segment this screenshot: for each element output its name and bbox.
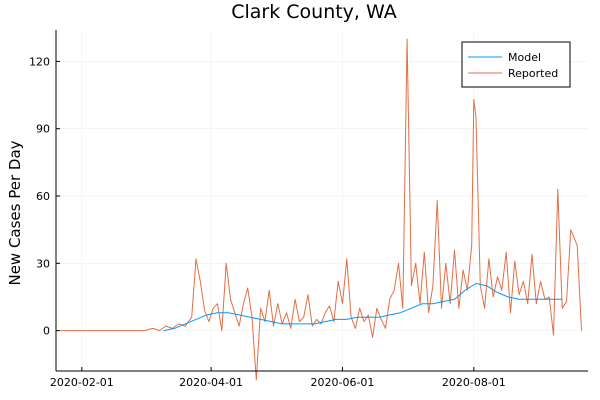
legend-box	[461, 41, 571, 88]
y-tick-label: 60	[36, 190, 50, 203]
series-line-model	[163, 283, 563, 332]
grid	[56, 30, 588, 371]
legend-label-reported: Reported	[508, 67, 558, 80]
y-axis-label: New Cases Per Day	[6, 140, 24, 285]
legend-label-model: Model	[508, 51, 541, 64]
series-line-reported	[60, 38, 582, 381]
x-tick-label: 2020-04-01	[179, 376, 243, 389]
x-tick-label: 2020-08-01	[442, 376, 506, 389]
y-tick-label: 120	[29, 55, 50, 68]
series-layer	[60, 38, 582, 381]
y-tick-label: 0	[43, 325, 50, 338]
legend: Model Reported	[461, 41, 571, 88]
ticks: 0 30 60 90 120 2020-02-01 2020-04-01 2020-06-01…	[29, 55, 506, 389]
x-tick-label: 2020-02-01	[50, 376, 114, 389]
chart-title: Clark County, WA	[231, 1, 397, 23]
axes	[55, 30, 588, 372]
y-tick-label: 90	[36, 123, 50, 136]
x-tick-label: 2020-06-01	[310, 376, 374, 389]
y-tick-label: 30	[36, 257, 50, 270]
